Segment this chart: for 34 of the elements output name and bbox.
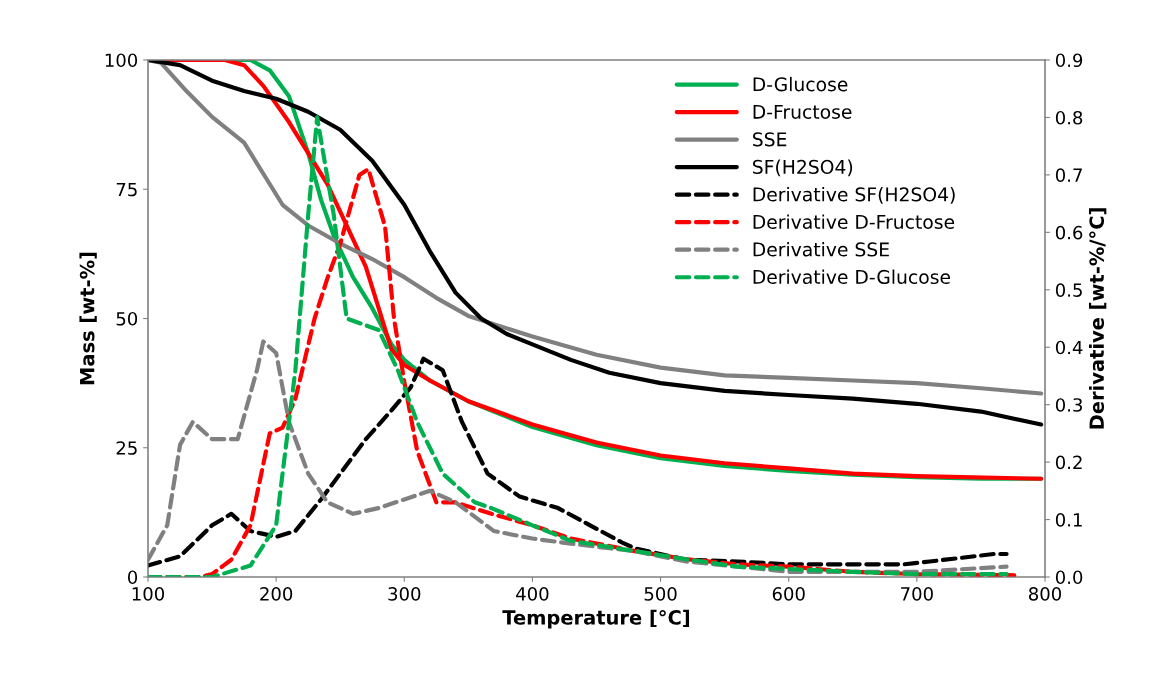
y2-tick-label: 0.7	[1055, 168, 1082, 183]
y2-tick-label: 0.9	[1055, 53, 1083, 68]
y2-tick-label: 0.4	[1055, 340, 1083, 355]
y2-tick-label: 0.6	[1055, 225, 1083, 240]
y-tick-label: 25	[116, 441, 137, 455]
y2-tick-label: 0.2	[1055, 455, 1082, 470]
x-tick-label: 500	[644, 587, 677, 601]
legend-label: Derivative SSE	[753, 242, 889, 257]
x-tick-label: 700	[901, 587, 933, 601]
x-axis-title: Temperature [°C]	[502, 609, 690, 629]
x-tick-label: 200	[260, 587, 293, 601]
y2-tick-label: 0.3	[1055, 398, 1082, 412]
y-axis-title: Mass [wt-%]	[79, 252, 97, 385]
y-tick-label: 75	[116, 182, 137, 197]
legend-label: D-Fructose	[753, 104, 852, 119]
y-tick-label: 100	[105, 53, 138, 68]
y2-tick-label: 0.5	[1055, 283, 1082, 297]
x-tick-label: 400	[516, 587, 549, 601]
x-tick-label: 100	[132, 587, 165, 601]
x-tick-label: 300	[388, 587, 421, 601]
y2-tick-label: 0.0	[1055, 570, 1083, 585]
legend-label: SSE	[753, 132, 787, 147]
legend-label: SF(H2SO4)	[753, 159, 853, 177]
x-tick-label: 800	[1028, 587, 1062, 601]
x-tick-label: 600	[772, 587, 805, 601]
y-tick-label: 50	[116, 311, 138, 326]
y2-tick-label: 0.1	[1055, 513, 1082, 527]
legend-label: D-Glucose	[753, 76, 848, 92]
legend-label: Derivative SF(H2SO4)	[753, 186, 955, 204]
y2-axis-title: Derivative [wt-%/°C]	[1088, 208, 1107, 429]
legend-label: Derivative D-Glucose	[753, 269, 951, 285]
legend-label: Derivative D-Fructose	[753, 214, 955, 229]
y2-tick-label: 0.8	[1055, 110, 1083, 125]
y-tick-label: 0	[127, 570, 138, 585]
